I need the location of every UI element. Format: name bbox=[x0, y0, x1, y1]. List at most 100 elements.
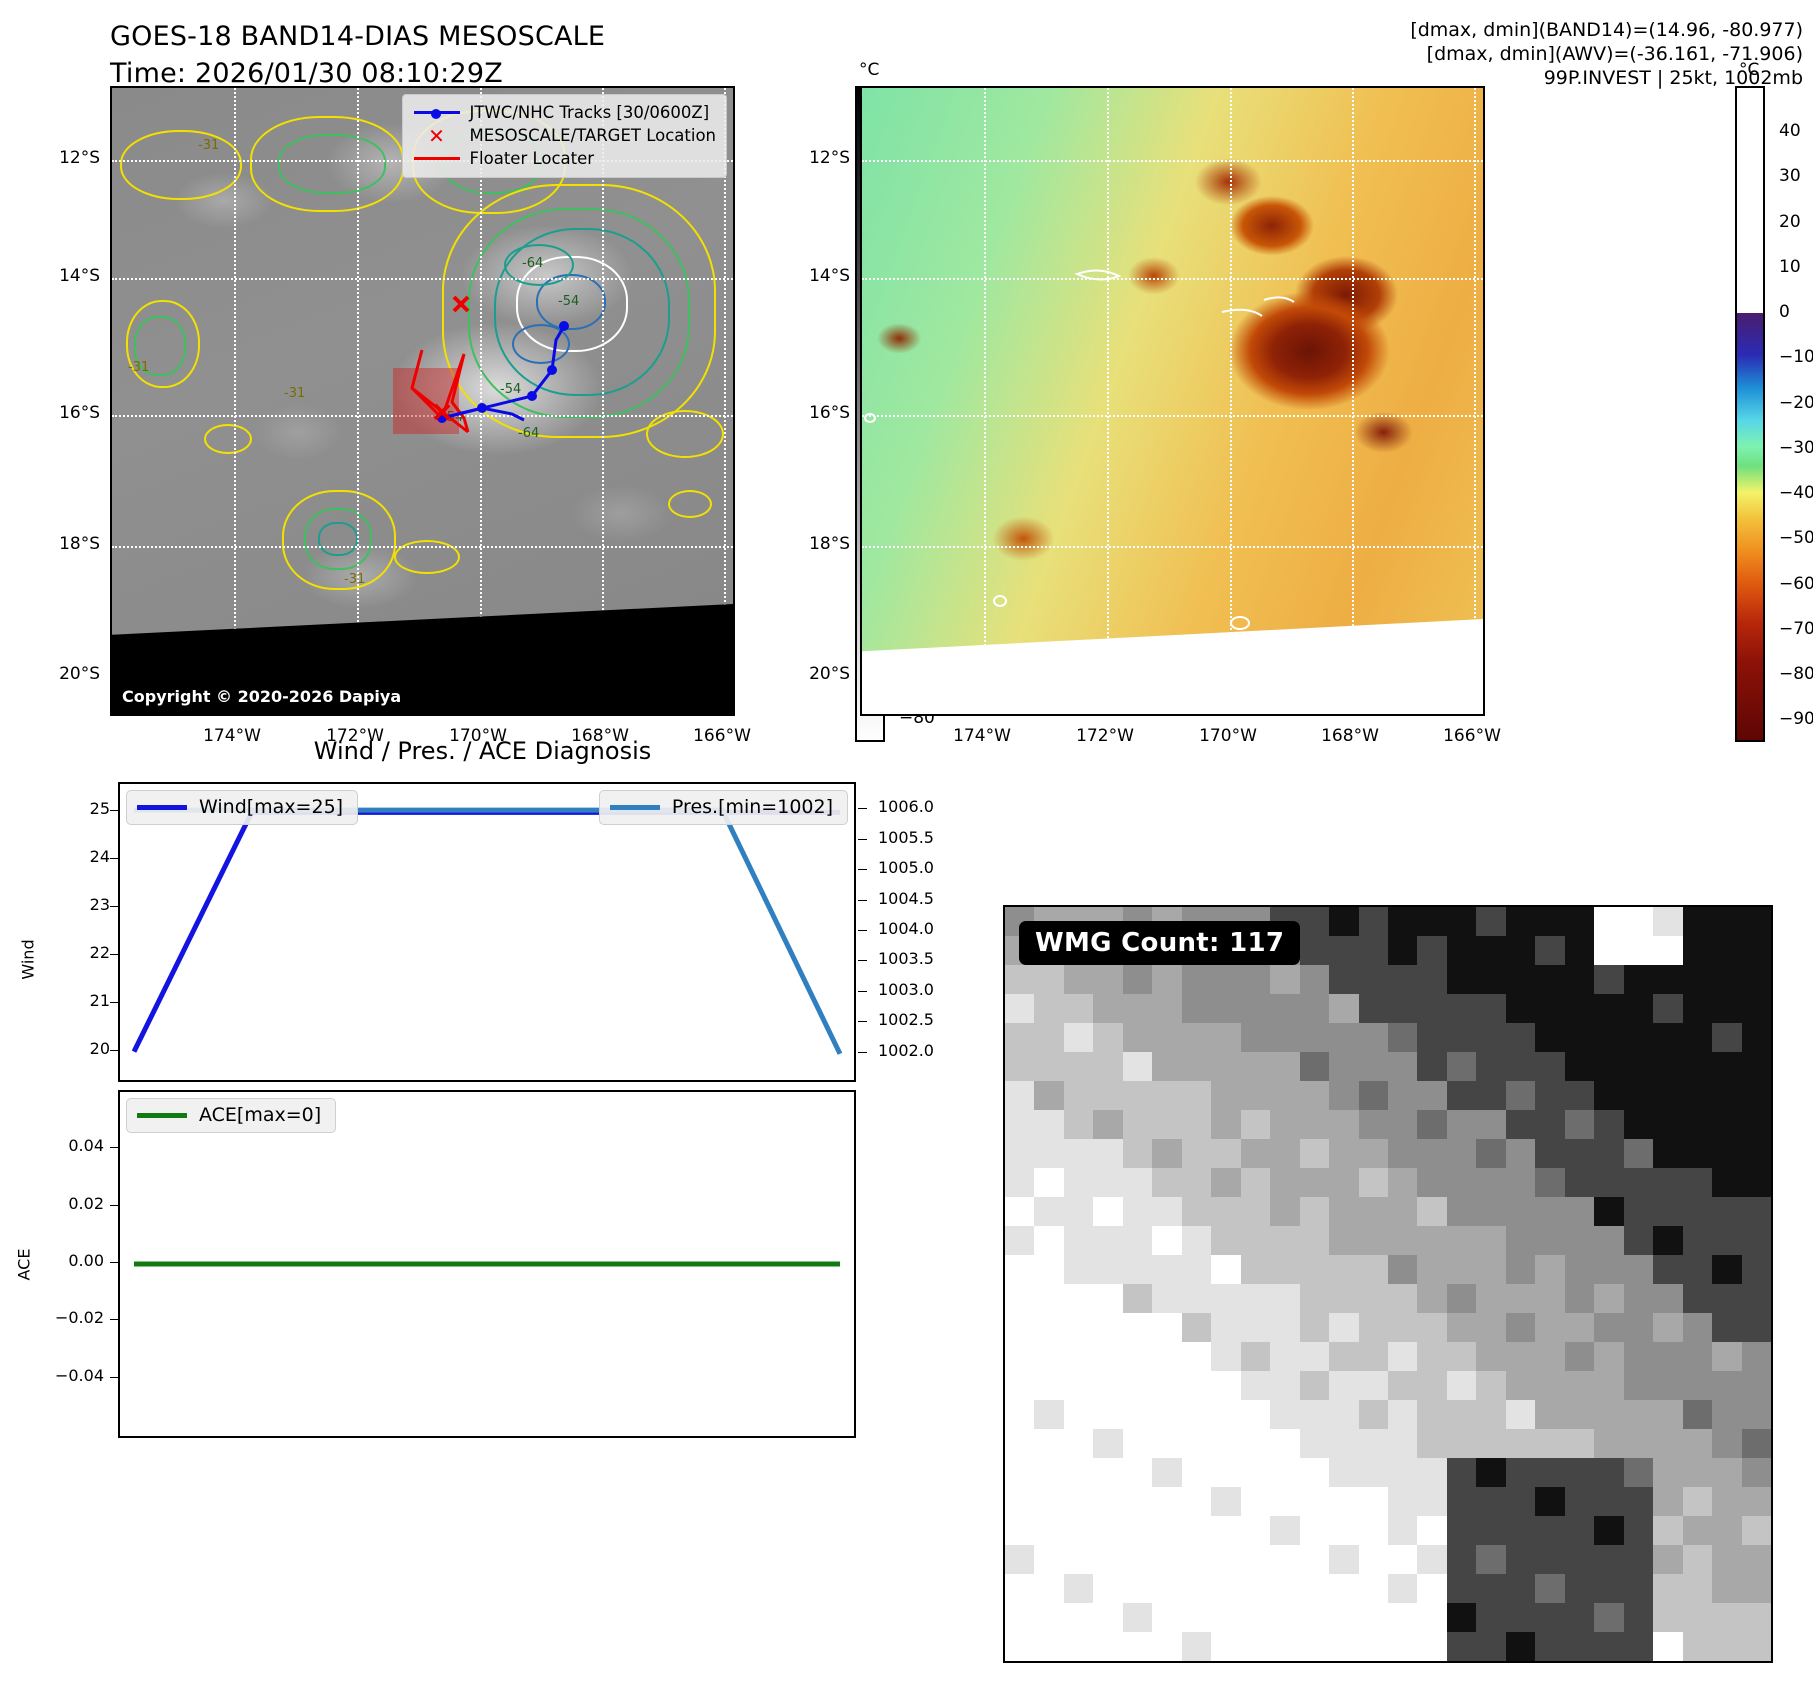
wmg-cell bbox=[1181, 1371, 1212, 1401]
wmg-cell bbox=[1181, 1400, 1212, 1430]
wmg-cell bbox=[1358, 1429, 1389, 1459]
wmg-cell bbox=[1712, 1255, 1743, 1285]
wmg-cell bbox=[1093, 1197, 1124, 1227]
awv-lon-tick: 166°W bbox=[1443, 726, 1501, 746]
wmg-cell bbox=[1446, 1197, 1477, 1227]
wmg-cell bbox=[1446, 1429, 1477, 1459]
ace-plot[interactable]: ACE[max=0] bbox=[118, 1090, 856, 1438]
wmg-cell bbox=[1594, 1081, 1625, 1111]
wmg-cell bbox=[1594, 965, 1625, 995]
grid-line bbox=[1352, 88, 1354, 714]
axis-tick-label: 1005.0 bbox=[878, 858, 934, 878]
wmg-cell bbox=[1741, 1574, 1771, 1604]
wmg-cell bbox=[1712, 1342, 1743, 1372]
wmg-cell bbox=[1564, 1516, 1595, 1546]
wmg-cell bbox=[1417, 1516, 1448, 1546]
wmg-cell bbox=[1299, 1487, 1330, 1517]
wmg-cell bbox=[1653, 1400, 1684, 1430]
wmg-cell bbox=[1505, 936, 1536, 966]
wmg-cell bbox=[1358, 1110, 1389, 1140]
wmg-cell bbox=[1358, 907, 1389, 937]
wmg-cell bbox=[1358, 1139, 1389, 1169]
wmg-cell bbox=[1358, 1400, 1389, 1430]
wmg-cell bbox=[1712, 1284, 1743, 1314]
awv-lat-tick: 16°S bbox=[809, 403, 850, 423]
wmg-cell bbox=[1034, 994, 1065, 1024]
wmg-cell bbox=[1505, 1313, 1536, 1343]
wmg-cell bbox=[1712, 907, 1743, 937]
wmg-cell bbox=[1181, 1429, 1212, 1459]
wmg-cell bbox=[1005, 1371, 1036, 1401]
axis-tick-mark bbox=[110, 1147, 119, 1149]
wmg-cell bbox=[1152, 1342, 1183, 1372]
colorbar-tick-label: −30 bbox=[1779, 437, 1813, 458]
wmg-cell bbox=[1417, 1313, 1448, 1343]
wmg-cell bbox=[1446, 907, 1477, 937]
wmg-cell bbox=[1653, 1632, 1684, 1661]
wmg-cell bbox=[1034, 965, 1065, 995]
wmg-cell bbox=[1181, 1168, 1212, 1198]
wmg-cell bbox=[1623, 1603, 1654, 1633]
wmg-cell bbox=[1446, 1313, 1477, 1343]
ir-lat-tick: 14°S bbox=[59, 266, 100, 286]
wmg-cell bbox=[1505, 1052, 1536, 1082]
wmg-cell bbox=[1712, 1487, 1743, 1517]
wmg-cell bbox=[1152, 1429, 1183, 1459]
wmg-cell bbox=[1181, 1052, 1212, 1082]
wmg-cell bbox=[1270, 1313, 1301, 1343]
wmg-cell bbox=[1535, 1342, 1566, 1372]
awv-lat-tick: 20°S bbox=[809, 664, 850, 684]
wmg-cell bbox=[1594, 1052, 1625, 1082]
wind-pressure-plot[interactable]: Wind[max=25] Pres.[min=1002] bbox=[118, 782, 856, 1082]
axis-tick-label: −0.02 bbox=[54, 1308, 104, 1328]
wmg-cell bbox=[1594, 1110, 1625, 1140]
wmg-cell bbox=[1211, 1255, 1242, 1285]
wmg-cell bbox=[1358, 1545, 1389, 1575]
wmg-cell bbox=[1358, 936, 1389, 966]
wmg-cell bbox=[1476, 1400, 1507, 1430]
axis-tick-label: 21 bbox=[89, 990, 110, 1010]
wmg-cell bbox=[1122, 1632, 1153, 1661]
wmg-cell bbox=[1388, 1197, 1419, 1227]
wmg-cell bbox=[1211, 1458, 1242, 1488]
wmg-cell bbox=[1240, 1081, 1271, 1111]
wmg-cell bbox=[1034, 1255, 1065, 1285]
colorbar-unit: °C bbox=[859, 60, 880, 80]
wmg-cell bbox=[1741, 1110, 1771, 1140]
grid-line bbox=[1107, 88, 1109, 714]
wmg-cell bbox=[1211, 1574, 1242, 1604]
wmg-cell bbox=[1417, 1023, 1448, 1053]
axis-tick-mark bbox=[858, 1051, 867, 1053]
axis-tick-mark bbox=[858, 899, 867, 901]
wmg-cell bbox=[1564, 1545, 1595, 1575]
wmg-cell bbox=[1034, 1632, 1065, 1661]
wmg-cell bbox=[1505, 1429, 1536, 1459]
wmg-cell bbox=[1152, 1081, 1183, 1111]
awv-lat-tick: 14°S bbox=[809, 266, 850, 286]
wmg-cell bbox=[1152, 1139, 1183, 1169]
wmg-cell bbox=[1741, 1168, 1771, 1198]
wmg-cluster-panel[interactable]: WMG Count: 117 bbox=[1003, 905, 1773, 1663]
chart-title: Wind / Pres. / ACE Diagnosis bbox=[313, 737, 652, 765]
wmg-cell bbox=[1653, 1110, 1684, 1140]
wmg-cell bbox=[1034, 1458, 1065, 1488]
wmg-cell bbox=[1564, 994, 1595, 1024]
wmg-cell bbox=[1270, 1110, 1301, 1140]
wmg-cell bbox=[1211, 1603, 1242, 1633]
wmg-cell bbox=[1712, 1603, 1743, 1633]
wmg-cell bbox=[1211, 1429, 1242, 1459]
wmg-cell bbox=[1093, 1429, 1124, 1459]
wmg-cell bbox=[1653, 1313, 1684, 1343]
grid-line bbox=[112, 415, 733, 417]
wmg-cell bbox=[1535, 907, 1566, 937]
wmg-cell bbox=[1446, 1110, 1477, 1140]
awv-lon-tick: 168°W bbox=[1321, 726, 1379, 746]
wmg-cell bbox=[1712, 1545, 1743, 1575]
wmg-cell bbox=[1358, 1574, 1389, 1604]
wmg-cell bbox=[1152, 1284, 1183, 1314]
wmg-cell bbox=[1535, 1458, 1566, 1488]
awv-enhanced-panel[interactable] bbox=[860, 86, 1485, 716]
title-main: GOES-18 BAND14-DIAS MESOSCALE bbox=[110, 21, 606, 52]
axis-tick-label: 1003.5 bbox=[878, 949, 934, 969]
ir-band14-panel[interactable]: -31 -31 -31 -31 -54 -54 -54 -64 -64 bbox=[110, 86, 735, 716]
